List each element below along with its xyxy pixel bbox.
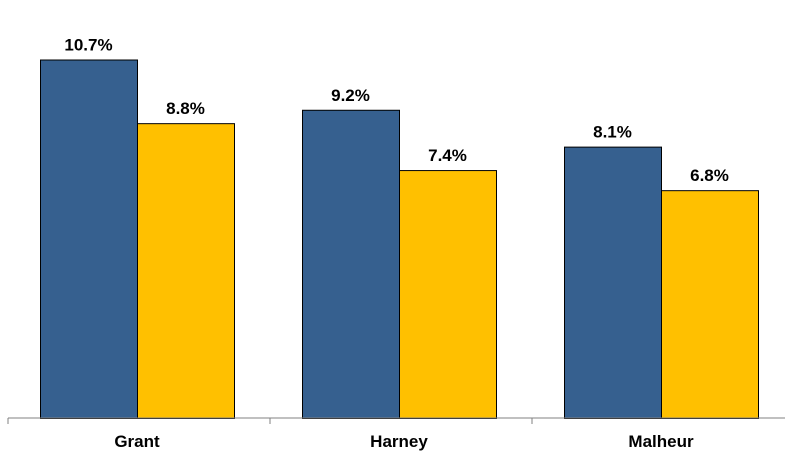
bar-harney-series-1 <box>302 109 400 419</box>
data-label-grant-series-2: 8.8% <box>166 99 205 118</box>
bar-grant-series-1 <box>40 59 138 419</box>
bars-layer <box>40 59 759 420</box>
x-tick-label-malheur: Malheur <box>628 432 694 451</box>
data-labels-layer: 10.7% 8.8% 9.2% 7.4% 8.1% 6.8% <box>64 36 728 186</box>
bar-grant-series-2 <box>137 123 235 420</box>
data-label-harney-series-1: 9.2% <box>331 86 370 105</box>
bar-malheur-series-2 <box>661 190 759 419</box>
bar-harney-series-2 <box>399 170 497 419</box>
x-tick-label-harney: Harney <box>370 432 428 451</box>
x-axis <box>7 417 785 424</box>
data-label-grant-series-1: 10.7% <box>64 36 112 55</box>
data-label-malheur-series-1: 8.1% <box>593 123 632 142</box>
data-label-harney-series-2: 7.4% <box>428 146 467 165</box>
tick-labels-layer: Grant Harney Malheur <box>114 432 694 451</box>
data-label-malheur-series-2: 6.8% <box>690 166 729 185</box>
bar-malheur-series-1 <box>564 146 662 419</box>
x-tick-label-grant: Grant <box>114 432 160 451</box>
